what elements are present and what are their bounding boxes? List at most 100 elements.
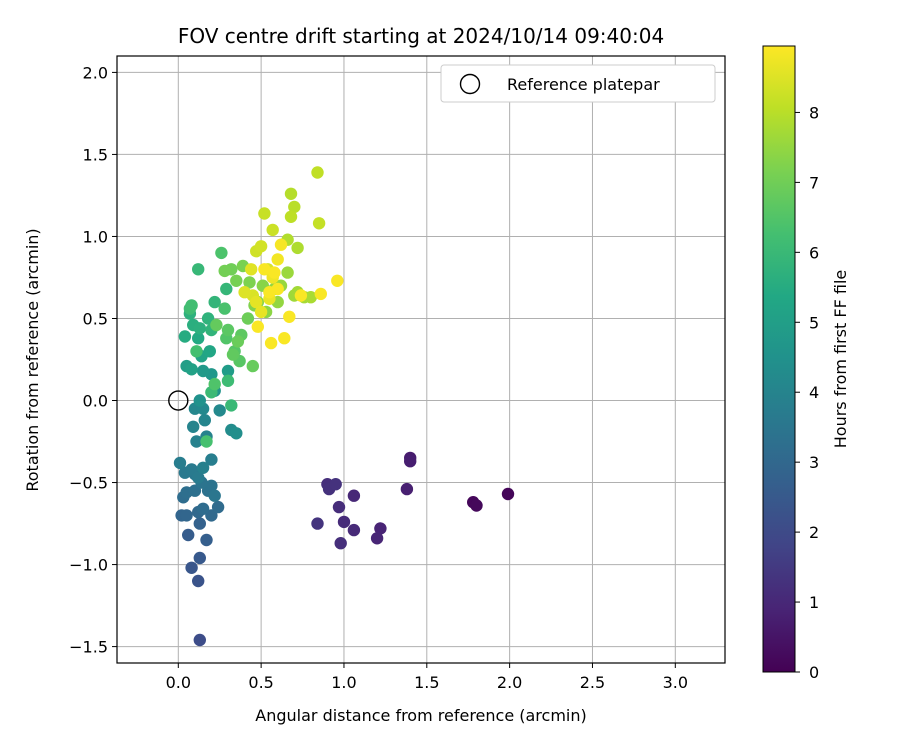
scatter-point [501, 487, 515, 501]
scatter-point [266, 223, 279, 237]
colorbar-tick-label: 4 [809, 383, 819, 402]
scatter-point [404, 455, 417, 468]
scatter-point [196, 461, 210, 474]
scatter-point [192, 332, 205, 345]
scatter-point [374, 522, 387, 535]
scatter-point [220, 282, 233, 296]
scatter-point [185, 561, 198, 574]
scatter-point [271, 253, 284, 266]
scatter-point [243, 276, 256, 289]
x-tick-label: 3.0 [663, 673, 688, 692]
grid [117, 56, 725, 663]
scatter-point [218, 264, 231, 278]
scatter-point [192, 263, 205, 276]
y-tick-label: 1.5 [83, 145, 108, 164]
scatter-point [347, 523, 361, 537]
colorbar-label: Hours from first FF file [831, 270, 850, 449]
x-axis-label: Angular distance from reference (arcmin) [255, 706, 586, 725]
scatter-points [173, 166, 515, 647]
x-tick-label: 2.0 [497, 673, 522, 692]
scatter-point [196, 364, 210, 378]
scatter-point [221, 374, 235, 387]
colorbar-gradient [762, 45, 796, 673]
scatter-point [173, 456, 187, 470]
scatter-point [250, 295, 263, 309]
chart-title: FOV centre drift starting at 2024/10/14 … [178, 24, 664, 48]
x-tick-label: 2.5 [580, 673, 605, 692]
reference-platepar-marker [168, 390, 189, 411]
scatter-point [203, 345, 216, 358]
scatter-point [193, 551, 206, 565]
scatter-point [294, 289, 308, 302]
scatter-point [180, 509, 193, 522]
legend-box [440, 64, 716, 103]
scatter-point [221, 323, 235, 337]
scatter-point [208, 377, 221, 391]
scatter-point [470, 499, 483, 512]
colorbar-tick-label: 8 [809, 103, 819, 122]
scatter-point [208, 489, 221, 502]
colorbar-tick-label: 3 [809, 453, 819, 472]
scatter-point [238, 286, 251, 299]
colorbar: 0 1 2 3 4 5 6 7 8 Hours from first FF file [762, 45, 850, 682]
scatter-point [210, 318, 223, 332]
colorbar-tick-label: 2 [809, 523, 819, 542]
x-axis-ticks: 0.0 0.5 1.0 1.5 2.0 2.5 3.0 [166, 663, 688, 692]
y-axis-ticks: −1.5 −1.0 −0.5 0.0 0.5 1.0 1.5 2.0 [69, 63, 117, 657]
scatter-point [201, 312, 215, 325]
y-tick-label: −0.5 [69, 474, 108, 493]
scatter-point [221, 364, 235, 378]
scatter-point [288, 200, 301, 214]
scatter-point [334, 537, 347, 550]
scatter-point [268, 266, 281, 279]
scatter-point [311, 517, 324, 530]
x-tick-label: 0.5 [248, 673, 273, 692]
legend-reference-marker [459, 73, 481, 95]
scatter-point [211, 500, 225, 514]
scatter-point [291, 241, 304, 255]
scatter-point [230, 274, 243, 287]
scatter-point [185, 299, 198, 312]
scatter-point [200, 435, 213, 448]
scatter-point [283, 310, 296, 323]
colorbar-tick-label: 6 [809, 243, 819, 262]
scatter-point [331, 274, 344, 287]
scatter-point [284, 187, 298, 200]
scatter-point [264, 336, 278, 350]
scatter-point [187, 420, 200, 433]
scatter-point [314, 287, 327, 301]
scatter-point [347, 489, 361, 502]
scatter-point [312, 217, 326, 230]
scatter-point [278, 332, 291, 345]
scatter-point [245, 263, 258, 276]
scatter-point [205, 509, 218, 522]
scatter-point [284, 210, 298, 223]
y-tick-label: 1.0 [83, 227, 108, 246]
scatter-point [215, 246, 228, 260]
scatter-point [254, 305, 268, 319]
x-tick-label: 1.5 [414, 673, 439, 692]
scatter-point [258, 207, 271, 220]
colorbar-ticks: 0 1 2 3 4 5 6 7 8 [795, 103, 819, 682]
scatter-point [193, 517, 206, 530]
scatter-point [178, 330, 192, 343]
scatter-point [400, 482, 414, 496]
scatter-point [231, 335, 245, 348]
scatter-point [200, 533, 213, 547]
scatter-point [218, 302, 231, 315]
colorbar-tick-label: 7 [809, 173, 819, 192]
scatter-point [196, 502, 210, 515]
colorbar-tick-label: 5 [809, 313, 819, 332]
scatter-point [263, 286, 276, 299]
scatter-point [226, 348, 240, 361]
scatter-point [208, 295, 221, 309]
scatter-point [205, 453, 218, 466]
scatter-point [254, 240, 268, 253]
y-tick-label: 2.0 [83, 63, 108, 82]
scatter-point [193, 633, 206, 647]
scatter-point [274, 238, 288, 251]
scatter-point [230, 427, 243, 440]
scatter-point [190, 435, 203, 448]
y-tick-label: −1.5 [69, 638, 108, 657]
